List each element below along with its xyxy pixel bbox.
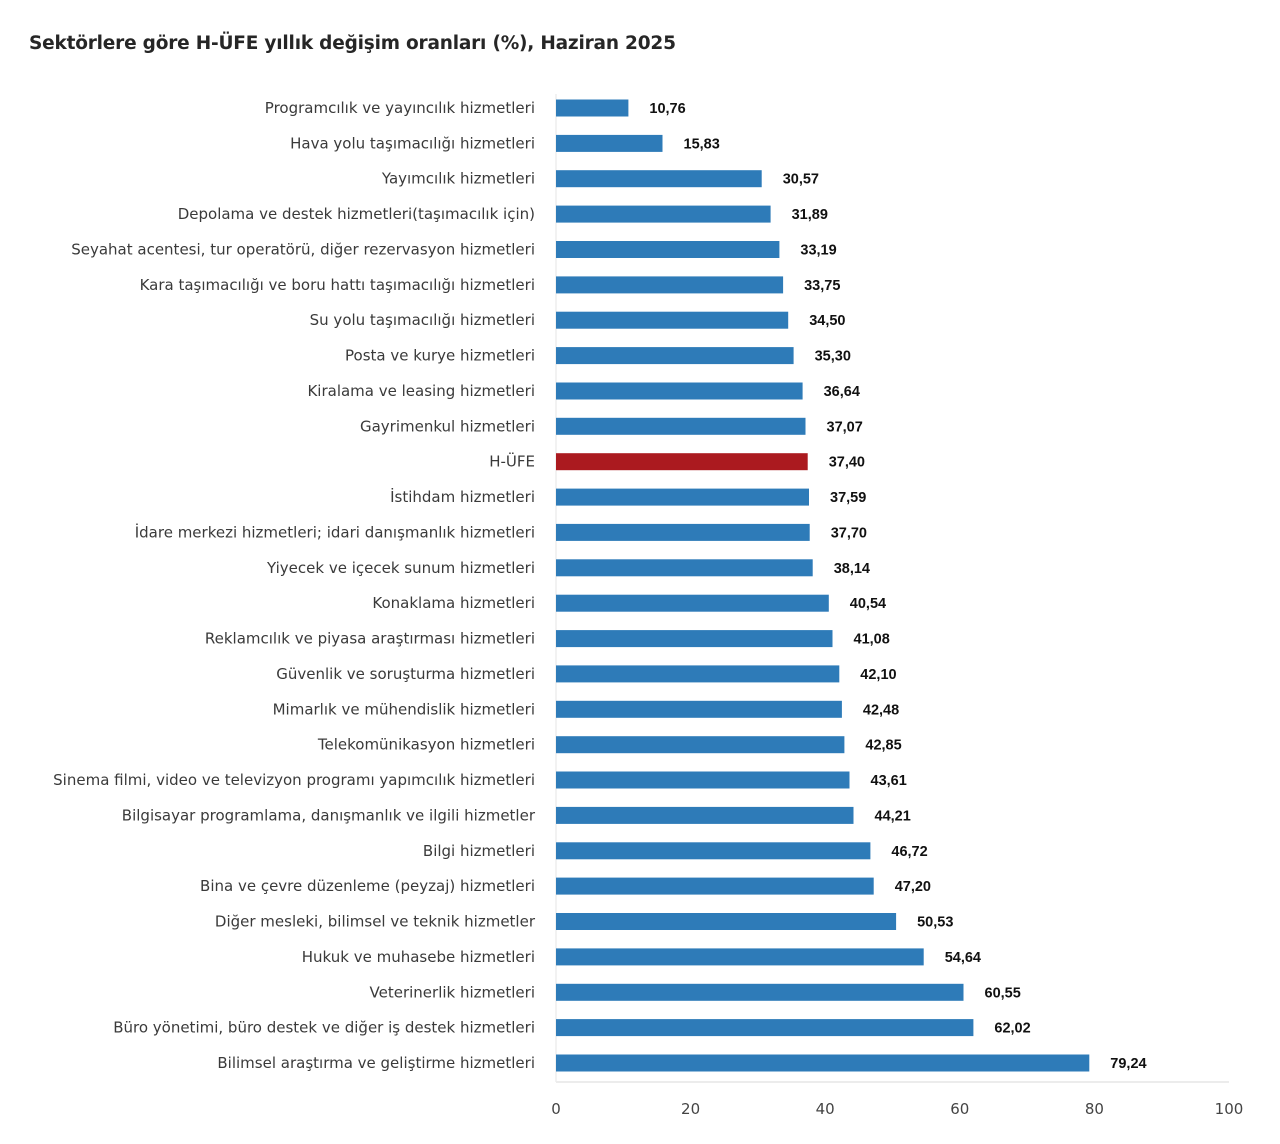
x-tick-label: 60 [950, 1100, 969, 1118]
x-tick-label: 100 [1215, 1100, 1244, 1118]
bar [556, 382, 803, 400]
bar [556, 948, 924, 966]
category-label: Kiralama ve leasing hizmetleri [307, 382, 535, 400]
category-label: Hukuk ve muhasebe hizmetleri [302, 948, 535, 966]
chart-title: Sektörlere göre H-ÜFE yıllık değişim ora… [29, 33, 676, 54]
value-label: 42,10 [860, 667, 896, 683]
value-label: 54,64 [945, 950, 981, 966]
bar [556, 311, 789, 329]
value-label: 37,59 [830, 490, 866, 506]
category-label: Yayımcılık hizmetleri [381, 170, 535, 188]
bar [556, 347, 794, 365]
value-label: 36,64 [824, 384, 860, 400]
value-label: 50,53 [917, 915, 953, 931]
bar [556, 594, 829, 612]
bar [556, 417, 806, 435]
category-label: İstihdam hizmetleri [390, 487, 535, 506]
bar [556, 913, 897, 930]
x-tick-label: 80 [1085, 1100, 1104, 1118]
value-label: 37,70 [831, 525, 867, 541]
value-label: 60,55 [985, 985, 1021, 1001]
x-tick-labels: 0 20 40 60 80 100 [551, 1100, 1243, 1118]
category-label: Posta ve kurye hizmetleri [345, 347, 535, 365]
category-label: Diğer mesleki, bilimsel ve teknik hizmet… [215, 913, 536, 931]
value-label: 35,30 [815, 349, 851, 365]
category-label: Depolama ve destek hizmetleri(taşımacılı… [178, 205, 535, 223]
value-labels: 10,76 15,83 30,57 31,89 33,19 33,75 34,50 35,30… [649, 101, 1146, 1072]
category-label: Seyahat acentesi, tur operatörü, diğer r… [71, 241, 535, 259]
value-label: 40,54 [850, 596, 886, 612]
bar [556, 1054, 1090, 1072]
bar [556, 1019, 974, 1037]
category-labels: Programcılık ve yayıncılık hizmetleri Hav… [53, 99, 536, 1072]
x-tick-label: 0 [551, 1100, 561, 1118]
value-label: 42,48 [863, 702, 899, 718]
bar [556, 170, 762, 188]
value-label: 42,85 [865, 738, 901, 754]
value-label: 30,57 [783, 172, 819, 188]
category-label: Gayrimenkul hizmetleri [360, 417, 535, 435]
value-label: 43,61 [871, 773, 907, 789]
value-label: 37,40 [829, 455, 865, 471]
category-label: H-ÜFE [489, 452, 535, 471]
category-label: Bilgisayar programlama, danışmanlık ve i… [122, 806, 536, 824]
category-label: Reklamcılık ve piyasa araştırması hizmet… [205, 630, 535, 648]
bar [556, 700, 842, 718]
value-label: 47,20 [895, 879, 931, 895]
bar [556, 736, 845, 754]
value-label: 10,76 [649, 101, 685, 117]
bar [556, 488, 809, 506]
category-label: Hava yolu taşımacılığı hizmetleri [290, 134, 535, 152]
bar [556, 806, 854, 824]
category-label: Güvenlik ve soruşturma hizmetleri [276, 665, 535, 683]
bar [556, 877, 874, 895]
category-label: Su yolu taşımacılığı hizmetleri [310, 311, 535, 329]
category-label: Bina ve çevre düzenleme (peyzaj) hizmetl… [200, 877, 535, 895]
value-label: 33,75 [804, 278, 840, 294]
bar [556, 134, 663, 152]
category-label: Veterinerlik hizmetleri [370, 983, 535, 1001]
x-tick-label: 40 [816, 1100, 835, 1118]
category-label: Konaklama hizmetleri [372, 594, 535, 612]
value-label: 41,08 [854, 632, 890, 648]
value-label: 15,83 [684, 136, 720, 152]
bar [556, 241, 780, 258]
bar [556, 276, 784, 294]
category-label: Bilimsel araştırma ve geliştirme hizmetl… [217, 1054, 535, 1072]
value-label: 62,02 [994, 1021, 1030, 1037]
category-label: İdare merkezi hizmetleri; idari danışman… [135, 522, 535, 541]
value-label: 34,50 [809, 313, 845, 329]
value-label: 38,14 [834, 561, 870, 577]
category-label: Sinema filmi, video ve televizyon progra… [53, 771, 535, 789]
category-label: Bilgi hizmetleri [423, 842, 535, 860]
category-label: Kara taşımacılığı ve boru hattı taşımacı… [140, 276, 535, 294]
bar [556, 523, 810, 541]
bar [556, 205, 771, 223]
category-label: Yiyecek ve içecek sunum hizmetleri [266, 559, 535, 577]
value-label: 37,07 [827, 419, 863, 435]
category-label: Mimarlık ve mühendislik hizmetleri [273, 700, 535, 718]
value-label: 31,89 [792, 207, 828, 223]
bar [556, 842, 871, 860]
value-label: 79,24 [1110, 1056, 1146, 1072]
category-label: Programcılık ve yayıncılık hizmetleri [265, 99, 535, 117]
x-tick-label: 20 [681, 1100, 700, 1118]
value-label: 33,19 [800, 243, 836, 259]
category-label: Telekomünikasyon hizmetleri [317, 736, 535, 754]
bar [556, 665, 840, 683]
bar [556, 559, 813, 577]
category-label: Büro yönetimi, büro destek ve diğer iş d… [113, 1019, 535, 1037]
bar [556, 630, 833, 648]
bar [556, 983, 964, 1001]
bar-h-ufe [556, 453, 808, 471]
value-label: 46,72 [891, 844, 927, 860]
bar [556, 99, 629, 117]
bar [556, 771, 850, 789]
value-label: 44,21 [875, 808, 911, 824]
bars [556, 99, 1090, 1072]
